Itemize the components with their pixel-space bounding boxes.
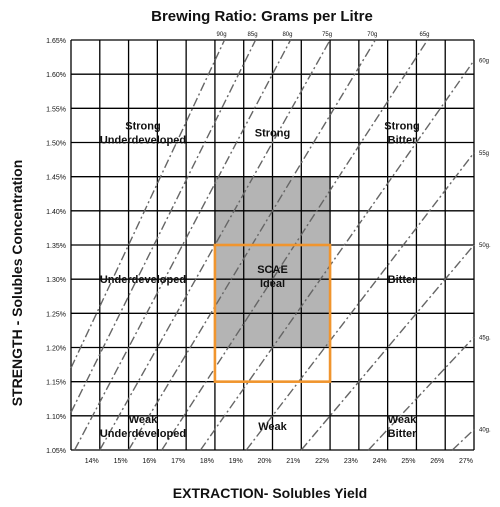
- y-tick-label: 1.35%: [46, 243, 66, 250]
- x-tick-label: 16%: [142, 458, 156, 465]
- ratio-label-80g: 80g: [282, 32, 292, 38]
- x-tick-label: 20%: [257, 458, 271, 465]
- x-tick-label: 26%: [430, 458, 444, 465]
- x-tick-label: 24%: [373, 458, 387, 465]
- ratio-label-45g: 45g.: [479, 335, 491, 341]
- chart-title: Brewing Ratio: Grams per Litre: [151, 8, 373, 25]
- y-tick-label: 1.20%: [46, 346, 66, 353]
- region-label: Strong: [384, 120, 419, 132]
- tick-labels-layer: 90g 85g 80g 75g 70g 65g 60g 55g 50g. 45g. 40g. 14% 1…: [46, 32, 491, 465]
- region-label: Ideal: [260, 278, 285, 290]
- x-tick-label: 19%: [229, 458, 243, 465]
- ratio-line-90g: [70, 39, 226, 369]
- region-label: Underdeveloped: [100, 134, 186, 146]
- region-label: Underdeveloped: [100, 428, 186, 440]
- scae-ideal-box: [213, 243, 332, 383]
- y-tick-label: 1.30%: [46, 277, 66, 284]
- y-tick-label: 1.15%: [46, 380, 66, 387]
- x-tick-label: 17%: [171, 458, 185, 465]
- ratio-line-85g: [70, 39, 257, 413]
- x-tick-label: 18%: [200, 458, 214, 465]
- y-tick-label: 1.60%: [46, 72, 66, 79]
- ratio-label-90g: 90g: [217, 32, 227, 38]
- y-tick-label: 1.40%: [46, 209, 66, 216]
- y-tick-label: 1.50%: [46, 141, 66, 148]
- ideal-box-layer: [213, 243, 332, 383]
- ratio-label-85g: 85g: [248, 32, 258, 38]
- region-label: Weak: [258, 421, 287, 433]
- x-tick-label: 25%: [401, 458, 415, 465]
- x-tick-label: 22%: [315, 458, 329, 465]
- ratio-label-50g: 50g.: [479, 243, 491, 249]
- y-tick-label: 1.45%: [46, 175, 66, 182]
- ratio-line-80g: [73, 39, 292, 451]
- ratio-label-70g: 70g: [367, 32, 377, 38]
- region-label: Strong: [125, 120, 160, 132]
- ratio-line-50g: [300, 244, 475, 451]
- y-tick-label: 1.55%: [46, 106, 66, 113]
- region-label: Strong: [255, 127, 290, 139]
- x-tick-label: 15%: [114, 458, 128, 465]
- region-label: Weak: [129, 414, 158, 426]
- region-label: Bitter: [388, 134, 417, 146]
- ratio-line-55g: [245, 152, 475, 451]
- x-tick-label: 27%: [459, 458, 473, 465]
- y-tick-label: 1.65%: [46, 38, 66, 45]
- y-tick-label: 1.05%: [46, 448, 66, 455]
- x-tick-label: 23%: [344, 458, 358, 465]
- y-tick-label: 1.10%: [46, 414, 66, 421]
- ratio-line-45g: [367, 336, 475, 451]
- region-label: Underdeveloped: [100, 274, 186, 286]
- ratio-label-40g: 40g.: [479, 428, 491, 434]
- region-label: Weak: [388, 414, 417, 426]
- ratio-label-55g: 55g: [479, 151, 489, 157]
- x-axis-title: EXTRACTION- Solubles Yield: [173, 485, 367, 501]
- ratio-line-60g: [199, 60, 475, 451]
- x-tick-label: 21%: [286, 458, 300, 465]
- ratio-line-40g: [451, 428, 475, 451]
- y-axis-title: STRENGTH - Solubles Concentration: [9, 160, 25, 407]
- ratio-label-60g: 60g: [479, 59, 489, 65]
- region-labels-layer: Strong Underdeveloped Strong Strong Bitter Un…: [100, 120, 420, 440]
- x-tick-label: 14%: [85, 458, 99, 465]
- ratio-line-75g: [99, 39, 331, 451]
- y-tick-label: 1.25%: [46, 311, 66, 318]
- region-label: Bitter: [388, 428, 417, 440]
- ratio-label-75g: 75g: [322, 32, 332, 38]
- region-label: Bitter: [388, 274, 417, 286]
- ratio-label-65g: 65g: [419, 32, 429, 38]
- region-label: SCAE: [257, 264, 288, 276]
